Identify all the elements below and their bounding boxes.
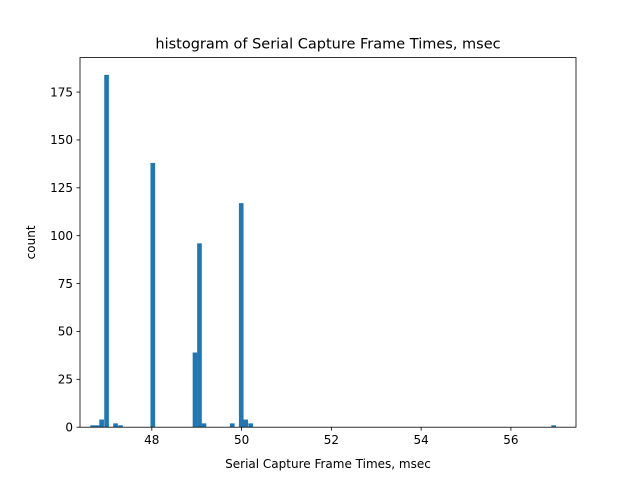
histogram-bar: [118, 425, 123, 428]
y-axis-label: count: [24, 225, 38, 259]
histogram-bar: [243, 419, 249, 428]
histogram-bar: [238, 203, 244, 428]
y-tick-label: 75: [58, 277, 73, 291]
x-tick-label: 50: [234, 433, 249, 447]
histogram-bar: [90, 425, 95, 428]
y-tick-label: 0: [65, 421, 73, 435]
histogram-bar: [150, 162, 156, 428]
y-tick-label: 125: [50, 181, 73, 195]
chart-title: histogram of Serial Capture Frame Times,…: [155, 37, 500, 53]
y-tick-label: 50: [58, 325, 73, 339]
histogram-bar: [229, 423, 235, 428]
x-axis-ticks: 48 50 52 54 56: [144, 427, 519, 447]
y-tick-label: 150: [50, 133, 73, 147]
y-tick-label: 175: [50, 85, 73, 99]
histogram-bar: [94, 425, 100, 428]
x-tick-label: 56: [503, 433, 518, 447]
y-axis-ticks: 0 25 50 75 100 125 150 175: [50, 85, 80, 435]
histogram-bar: [201, 423, 207, 428]
plot-frame: [79, 57, 577, 428]
histogram-bar: [113, 423, 118, 428]
histogram-bar: [104, 74, 109, 428]
bars-group: [90, 74, 556, 428]
histogram-bar: [551, 425, 556, 428]
histogram-bar: [192, 352, 198, 428]
x-tick-label: 54: [413, 433, 428, 447]
histogram-bar: [99, 419, 104, 428]
histogram-bar: [248, 423, 253, 428]
y-tick-label: 25: [58, 373, 73, 387]
x-tick-label: 52: [324, 433, 339, 447]
x-tick-label: 48: [144, 433, 159, 447]
x-axis-label: Serial Capture Frame Times, msec: [225, 457, 431, 471]
y-tick-label: 100: [50, 229, 73, 243]
histogram-bar: [197, 243, 202, 428]
